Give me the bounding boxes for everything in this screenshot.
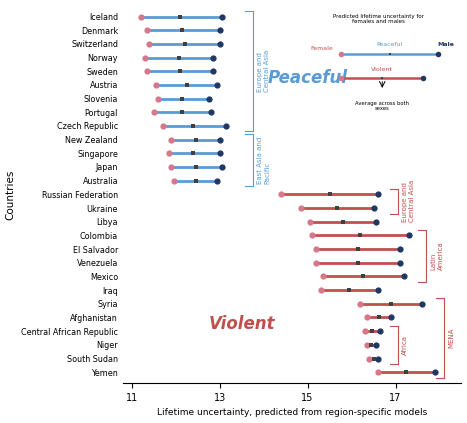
Text: Africa: Africa — [402, 335, 408, 355]
Y-axis label: Countries: Countries — [6, 169, 15, 220]
Text: Peaceful: Peaceful — [268, 69, 347, 87]
Text: Violent: Violent — [208, 315, 275, 333]
Text: Europe and
Central Asia: Europe and Central Asia — [257, 50, 270, 92]
Text: East Asia and
Pacific: East Asia and Pacific — [257, 137, 270, 184]
X-axis label: Lifetime uncertainty, predicted from region-specific models: Lifetime uncertainty, predicted from reg… — [157, 409, 427, 418]
Text: MENA: MENA — [448, 328, 454, 348]
Text: Europe and
Central Asia: Europe and Central Asia — [402, 180, 415, 222]
Text: Latin
America: Latin America — [431, 242, 444, 270]
